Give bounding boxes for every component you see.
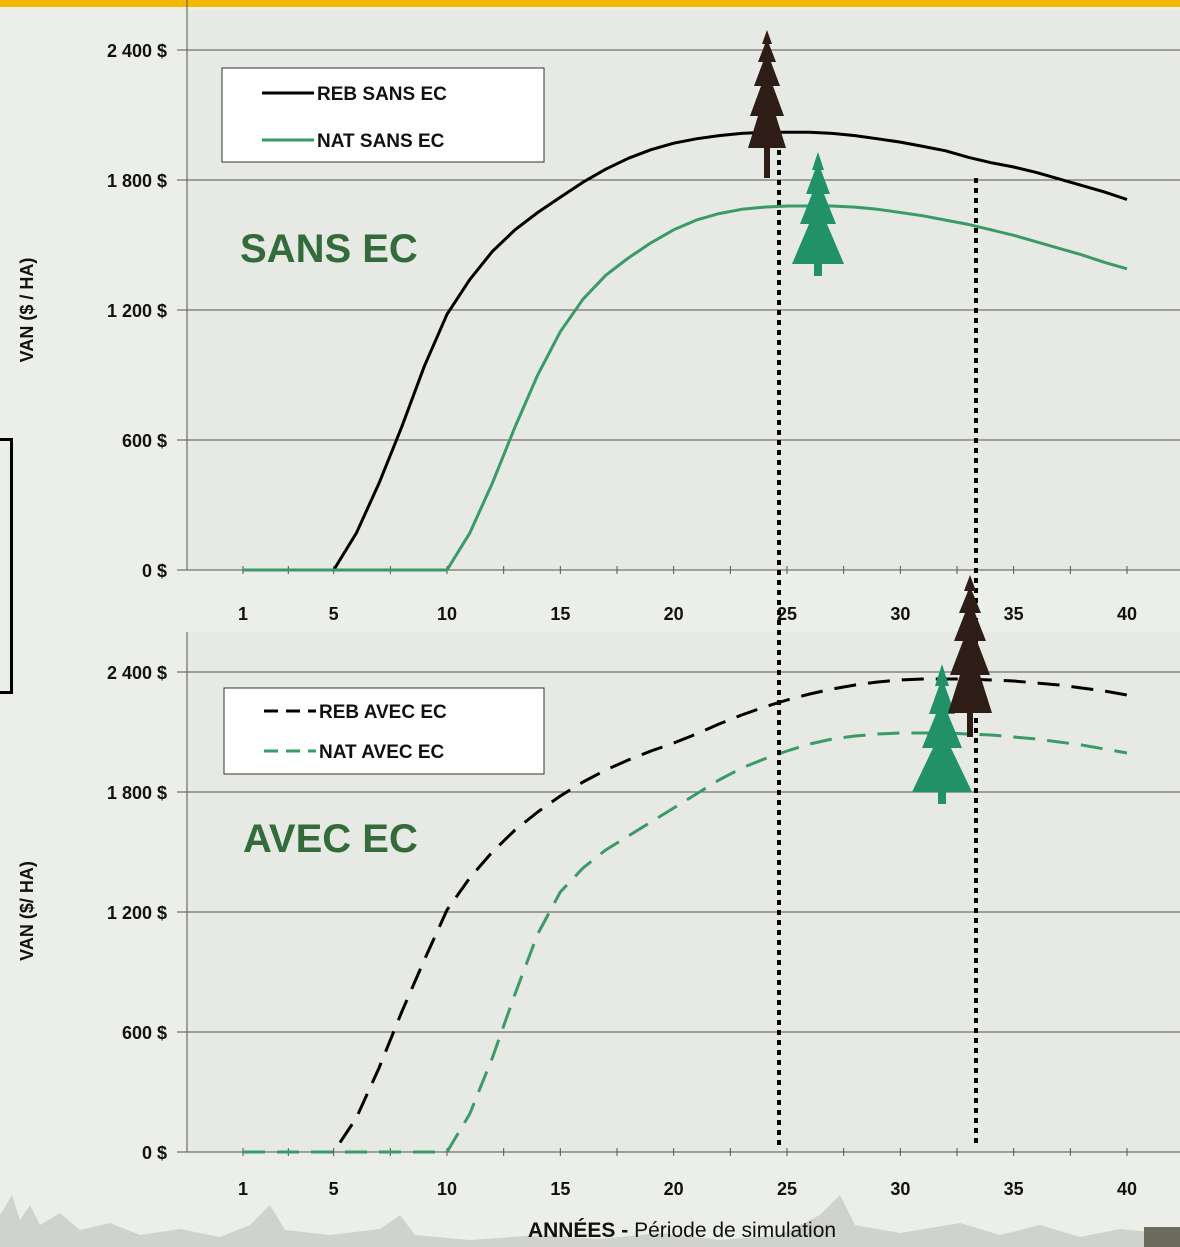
x-tick-label: 35 xyxy=(1004,604,1024,624)
x-tick-label: 30 xyxy=(890,1179,910,1199)
chart-panel-1: 0 $600 $1 200 $1 800 $2 400 $1 5 10 15 20 25 3… xyxy=(17,0,1180,624)
panel-annotation: SANS EC xyxy=(240,227,418,271)
x-tick-label: 40 xyxy=(1117,1179,1137,1199)
green-tree-icon-bottom xyxy=(912,664,972,804)
legend-box xyxy=(221,67,545,163)
x-axis-title-bold: ANNÉES - xyxy=(528,1219,628,1242)
series-line-1 xyxy=(243,130,1128,572)
y-tick-label: 1 200 $ xyxy=(107,301,167,321)
y-tick-label: 2 400 $ xyxy=(107,663,167,683)
x-tick-label: 25 xyxy=(777,604,797,624)
legend-label: NAT SANS EC xyxy=(317,131,445,152)
x-tick-label: 15 xyxy=(550,1179,570,1199)
dark-tree-icon-top xyxy=(748,30,786,178)
x-tick-label: 20 xyxy=(664,604,684,624)
x-tick-label: 5 xyxy=(329,1179,339,1199)
x-tick-label: 30 xyxy=(890,604,910,624)
y-axis-label: VAN ($/ HA) xyxy=(17,861,37,961)
top-accent-bar xyxy=(0,0,1180,7)
chart-panel-2: 0 $600 $1 200 $1 800 $2 400 $1 5 10 15 20 25 3… xyxy=(17,632,1180,1199)
x-tick-label: 35 xyxy=(1004,1179,1024,1199)
x-tick-label: 1 xyxy=(238,1179,248,1199)
x-tick-label: 40 xyxy=(1117,604,1137,624)
panel-annotation: AVEC EC xyxy=(243,817,418,861)
green-tree-icon-top xyxy=(792,152,844,276)
x-tick-label: 20 xyxy=(664,1179,684,1199)
legend: REB AVEC EC NAT AVEC EC xyxy=(223,687,545,775)
legend: REB SANS EC NAT SANS EC xyxy=(221,67,545,163)
dark-tree-icon-bottom xyxy=(948,575,992,737)
legend-label: REB SANS EC xyxy=(317,84,447,105)
left-edge-frame xyxy=(0,438,13,694)
y-tick-label: 600 $ xyxy=(122,431,167,451)
x-axis-title-rest: Période de simulation xyxy=(634,1219,836,1242)
legend-box xyxy=(223,687,545,775)
x-axis-title: ANNÉES - Période de simulation xyxy=(528,1219,836,1242)
y-tick-label: 2 400 $ xyxy=(107,41,167,61)
series-line-2 xyxy=(243,731,1128,1154)
y-tick-label: 600 $ xyxy=(122,1023,167,1043)
x-tick-label: 10 xyxy=(437,1179,457,1199)
y-tick-label: 0 $ xyxy=(142,1143,167,1163)
forest-silhouette-decoration xyxy=(0,1195,1180,1247)
series-line-2 xyxy=(243,204,1128,572)
y-tick-label: 1 800 $ xyxy=(107,171,167,191)
y-axis-label: VAN ($ / HA) xyxy=(17,258,37,363)
y-tick-label: 1 800 $ xyxy=(107,783,167,803)
x-tick-label: 15 xyxy=(550,604,570,624)
corner-block xyxy=(1144,1227,1180,1247)
x-tick-label: 25 xyxy=(777,1179,797,1199)
x-tick-label: 10 xyxy=(437,604,457,624)
legend-label: NAT AVEC EC xyxy=(319,742,445,763)
x-tick-label: 5 xyxy=(329,604,339,624)
legend-label: REB AVEC EC xyxy=(319,702,447,723)
x-tick-label: 1 xyxy=(238,604,248,624)
y-tick-label: 0 $ xyxy=(142,561,167,581)
y-tick-label: 1 200 $ xyxy=(107,903,167,923)
